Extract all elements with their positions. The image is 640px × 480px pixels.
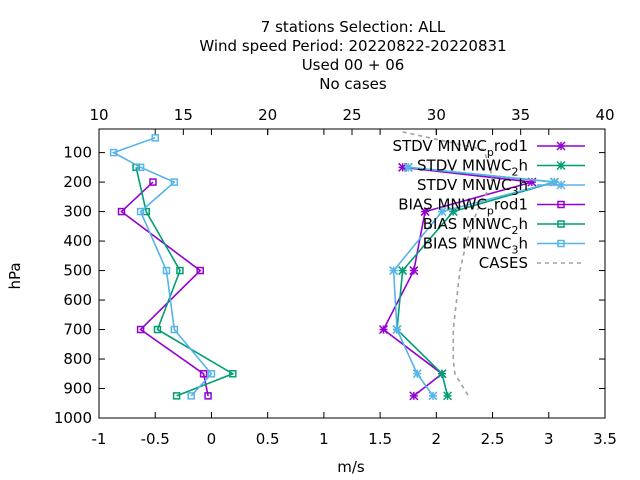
y-tick-label: 200	[63, 173, 92, 191]
series-line-6	[111, 137, 213, 397]
legend-swatch-marker	[556, 180, 566, 190]
legend-label: STDV MNWC2h	[417, 157, 528, 179]
legend-swatch-marker	[556, 160, 566, 171]
series-6-point	[170, 178, 179, 186]
series-4-point	[136, 325, 145, 334]
series-4-point	[149, 178, 157, 186]
series-6-point	[109, 148, 118, 157]
y-tick-label: 400	[63, 232, 92, 250]
series-1-point	[409, 391, 419, 401]
x-tick-label: 3	[544, 430, 554, 448]
chart-title-line-2: Wind speed Period: 20220822-20220831	[199, 37, 506, 55]
x2-tick-label: 40	[595, 106, 614, 124]
series-5-point	[229, 370, 237, 378]
y-tick-label: 700	[63, 321, 92, 339]
series-3-point	[389, 266, 399, 276]
legend-swatch-marker	[557, 239, 565, 248]
series-6-point	[162, 266, 171, 275]
series-4-point	[196, 266, 204, 275]
series-4-point	[204, 392, 212, 400]
series-1-point	[409, 266, 419, 276]
x2-tick-label: 15	[174, 106, 193, 124]
series-5-point	[172, 392, 181, 400]
y-tick-label: 800	[63, 350, 92, 368]
legend-label: BIAS MNWC3h	[423, 235, 528, 257]
y-tick-label: 100	[63, 144, 92, 162]
x-tick-label: 0.5	[256, 430, 280, 448]
series-4-point	[199, 370, 208, 378]
chart-title-line-3: Used 00 + 06	[302, 56, 405, 74]
chart-title: 7 stations Selection: ALL Wind speed Per…	[199, 18, 506, 93]
series-line-4	[120, 181, 209, 397]
legend-label: BIAS MNWC2h	[423, 215, 528, 237]
series-1-point	[420, 207, 430, 217]
x-tick-label: 2	[432, 430, 442, 448]
legend-swatch-marker	[557, 220, 565, 228]
x-tick-label: 3.5	[593, 430, 617, 448]
legend-swatch-marker	[557, 200, 565, 209]
series-1-point	[378, 325, 389, 335]
series-6-point	[136, 207, 145, 216]
series-2-point	[398, 266, 408, 276]
legend-label: STDV MNWCprod1	[392, 137, 528, 159]
x-tick-label: 1.5	[368, 430, 392, 448]
x2-tick-label: 25	[342, 106, 361, 124]
series-line-5	[135, 167, 235, 397]
y-tick-label: 300	[63, 203, 92, 221]
series-6-point	[170, 325, 179, 334]
series-3-point	[392, 325, 402, 335]
y-tick-label: 500	[63, 262, 92, 280]
plot-area: -1 -0.5 0 0.5 1 1.5 2 2.5 3 3.5 10 15 20 25 30 35 40 100 2…	[54, 106, 617, 448]
series-3-point	[428, 391, 438, 401]
x2-tick-label: 35	[511, 106, 530, 124]
series-5-point	[153, 325, 162, 334]
series-2-point	[437, 369, 447, 379]
chart-title-line-4: No cases	[319, 75, 387, 93]
y-tick-label: 900	[63, 380, 92, 398]
series-6-point	[187, 392, 195, 400]
x-tick-label: 2.5	[481, 430, 505, 448]
x2-tick-label: 10	[89, 106, 108, 124]
series-6-point	[207, 370, 216, 378]
series-5-point	[176, 266, 184, 275]
plot-frame	[98, 128, 606, 419]
x-axis-label: m/s	[337, 458, 365, 476]
x2-tick-label: 30	[427, 106, 446, 124]
y-tick-label: 1000	[54, 409, 92, 427]
series-3-point	[403, 162, 413, 172]
legend-swatch-marker	[556, 141, 566, 151]
series-2-point	[443, 391, 453, 401]
chart-title-line-1: 7 stations Selection: ALL	[261, 18, 446, 36]
legend-label: BIAS MNWCprod1	[398, 196, 528, 218]
series-6-point	[151, 134, 159, 142]
x-tick-label: 0	[207, 430, 217, 448]
series-3-point	[437, 207, 447, 217]
y-tick-label: 600	[63, 291, 92, 309]
x-tick-label: 1	[319, 430, 329, 448]
series-6-point	[136, 163, 145, 172]
series-4-point	[117, 207, 126, 216]
series-3-point	[412, 369, 422, 379]
legend-label: STDV MNWC3h	[417, 176, 528, 198]
y-axis-label: hPa	[6, 262, 24, 289]
x2-tick-label: 20	[258, 106, 277, 124]
x-tick-label: -0.5	[141, 430, 170, 448]
x-tick-label: -1	[92, 430, 107, 448]
legend-label: CASES	[479, 254, 528, 272]
